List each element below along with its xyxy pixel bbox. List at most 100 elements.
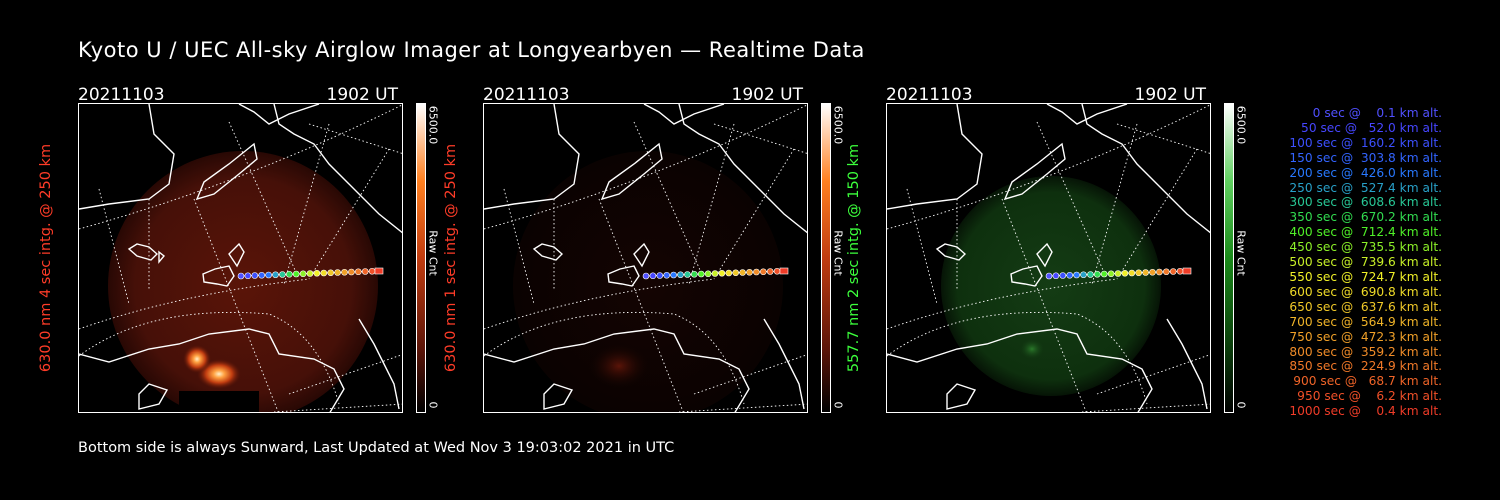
trajectory-marker [299,270,307,278]
legend-entry: 950 sec @ 6.2 km alt. [1293,389,1442,404]
airglow-disc [513,151,783,412]
colorbar-min: 0 [1234,401,1248,409]
trajectory-marker [1114,270,1122,277]
trajectory-marker [1087,271,1094,278]
trajectory-marker [1073,271,1080,279]
trajectory-marker [374,267,384,275]
grid-lines [887,104,1210,412]
panel-date: 20211103 [78,85,165,105]
trajectory-marker [320,269,328,277]
colorbar [821,103,831,413]
trajectory-marker [718,269,726,277]
trajectory-marker [265,271,272,279]
legend-entry: 300 sec @ 608.6 km alt. [1285,195,1442,210]
trajectory-marker [1162,268,1170,276]
trajectory-marker [272,271,279,279]
legend-entry: 350 sec @ 670.2 km alt. [1285,210,1442,225]
panel-time: 1902 UT [326,85,399,105]
colorbar-max: 6500.0 [426,105,440,145]
trajectory-marker [313,269,321,277]
trajectory-track [642,267,789,280]
colorbar-max: 6500.0 [1234,105,1248,145]
trajectory-marker [361,268,369,275]
trajectory-marker [670,271,677,279]
legend-entry: 650 sec @ 637.6 km alt. [1285,299,1442,314]
trajectory-marker [739,269,746,276]
panel-time: 1902 UT [731,85,804,105]
panel-ylabel: 630.0 nm 4 sec intg. @ 250 km [38,143,54,373]
colorbar [1224,103,1234,413]
trajectory-marker [368,267,376,275]
trajectory-marker [279,271,286,278]
trajectory-marker [1142,269,1149,276]
trajectory-marker [677,271,684,279]
all-sky-image [78,103,403,413]
trajectory-track [237,267,384,280]
trajectory-marker [704,270,712,278]
trajectory-marker [684,271,691,278]
trajectory-marker [341,268,348,276]
panel-date: 20211103 [886,85,973,105]
trajectory-marker [1045,272,1053,280]
colorbar-min: 0 [831,401,845,409]
trajectory-marker [1080,271,1087,279]
trajectory-marker [697,270,705,278]
legend-entry: 250 sec @ 527.4 km alt. [1285,180,1442,195]
legend-entry: 850 sec @ 224.9 km alt. [1285,359,1442,374]
trajectory-marker [1107,270,1115,278]
trajectory-marker [258,271,265,279]
trajectory-marker [663,271,670,279]
legend-entry: 150 sec @ 303.8 km alt. [1285,150,1442,165]
footer-note: Bottom side is always Sunward, Last Upda… [78,440,675,456]
page-title: Kyoto U / UEC All-sky Airglow Imager at … [78,38,865,62]
trajectory-marker [1121,269,1129,277]
legend-entry: 750 sec @ 472.3 km alt. [1285,329,1442,344]
trajectory-marker [1094,270,1101,278]
legend-entry: 1000 sec @ 0.4 km alt. [1289,404,1442,419]
all-sky-image [483,103,808,413]
trajectory-marker [779,267,789,275]
legend-entry: 550 sec @ 724.7 km alt. [1285,269,1442,284]
trajectory-marker [711,270,719,277]
colorbar-unit: Raw Cnt [831,230,845,276]
panel-ylabel: 630.0 nm 1 sec intg. @ 250 km [443,143,459,373]
trajectory-marker [759,268,767,276]
legend-entry: 100 sec @ 160.2 km alt. [1285,135,1442,150]
trajectory-marker [1182,267,1192,275]
trajectory-marker [237,272,245,280]
trajectory-marker [1059,272,1067,279]
trajectory-marker [642,272,650,280]
trajectory-marker [348,268,355,276]
legend-entry: 500 sec @ 739.6 km alt. [1285,255,1442,270]
trajectory-marker [1149,268,1156,276]
legend-entry: 400 sec @ 712.4 km alt. [1285,225,1442,240]
trajectory-legend: 0 sec @ 0.1 km alt. 50 sec @ 52.0 km alt… [1286,106,1442,419]
trajectory-marker [725,269,733,277]
trajectory-marker [1066,271,1073,279]
trajectory-marker [1176,267,1184,275]
trajectory-marker [691,270,698,278]
legend-entry: 600 sec @ 690.8 km alt. [1285,284,1442,299]
trajectory-marker [1135,269,1142,277]
trajectory-marker [1169,268,1177,275]
trajectory-marker [306,270,314,277]
colorbar-min: 0 [426,401,440,409]
trajectory-marker [1128,269,1136,277]
trajectory-marker [251,272,259,279]
all-sky-image [886,103,1211,413]
legend-entry: 900 sec @ 68.7 km alt. [1289,374,1442,389]
trajectory-marker [766,268,774,275]
trajectory-marker [1156,268,1163,276]
legend-entry: 450 sec @ 735.5 km alt. [1285,240,1442,255]
colorbar-max: 6500.0 [831,105,845,145]
trajectory-marker [746,268,753,276]
trajectory-marker [649,272,657,280]
legend-entry: 800 sec @ 359.2 km alt. [1285,344,1442,359]
airglow-disc [108,151,378,412]
airglow-panel-557nm-2s: 20211103 1902 UT 557.7 nm 2 sec intg. @ … [846,85,1286,430]
airglow-panel-630nm-4s: 20211103 1902 UT 630.0 nm 4 sec intg. @ … [38,85,478,430]
trajectory-marker [1052,272,1060,280]
colorbar-unit: Raw Cnt [426,230,440,276]
trajectory-marker [773,267,781,275]
colorbar [416,103,426,413]
